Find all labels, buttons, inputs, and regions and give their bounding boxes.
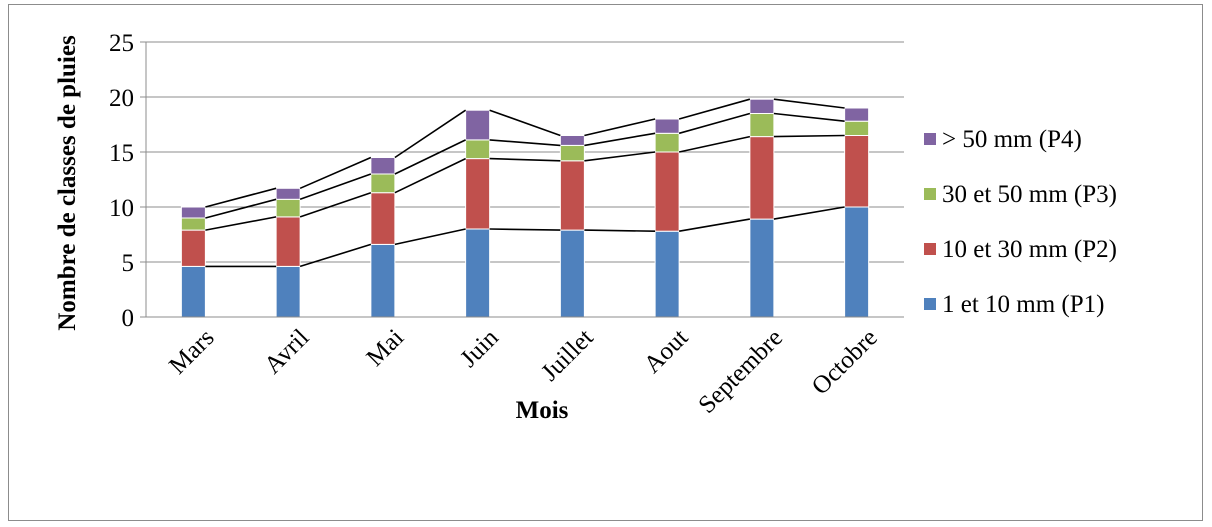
bar-avril-p1 — [275, 265, 301, 318]
x-tick-label-septembre: Septembre — [693, 324, 788, 419]
bar-octobre-p2 — [844, 135, 870, 208]
bar-juillet-p3 — [559, 144, 585, 162]
bar-mai-p3 — [370, 173, 396, 194]
x-tick-label-avril: Avril — [259, 324, 314, 379]
series-line-p2 — [205, 134, 845, 231]
bar-mars-p2 — [180, 229, 206, 267]
bar-aout-p4 — [654, 118, 680, 134]
legend: > 50 mm (P4) 30 et 50 mm (P3) 10 et 30 mm … — [924, 126, 1117, 318]
bar-juillet-p4 — [559, 135, 585, 146]
bar-septembre-p2 — [749, 136, 775, 220]
bar-septembre-p1 — [749, 218, 775, 318]
bar-aout-p3 — [654, 132, 680, 153]
legend-swatch-2 — [924, 188, 936, 200]
bar-juin-p1 — [465, 228, 491, 318]
legend-label-1: > 50 mm (P4) — [942, 126, 1082, 153]
bar-mars-p1 — [180, 265, 206, 318]
x-tick-label-mars: Mars — [164, 324, 219, 379]
legend-swatch-3 — [924, 243, 936, 255]
y-tick-label-5: 5 — [122, 250, 135, 277]
bar-octobre-p1 — [844, 206, 870, 318]
y-tick-label-10: 10 — [109, 195, 134, 222]
bar-avril-p3 — [275, 198, 301, 218]
bar-septembre-p4 — [749, 98, 775, 114]
bar-juillet-p1 — [559, 229, 585, 318]
axes — [140, 41, 904, 318]
bar-mars-p3 — [180, 217, 206, 231]
bar-octobre-p4 — [844, 107, 870, 122]
bar-juin-p3 — [465, 139, 491, 160]
legend-label-2: 30 et 50 mm (P3) — [942, 181, 1117, 208]
y-tick-label-15: 15 — [109, 140, 134, 167]
legend-label-4: 1 et 10 mm (P1) — [942, 291, 1105, 318]
x-tick-label-octobre: Octobre — [807, 324, 883, 400]
bar-juin-p4 — [465, 109, 491, 141]
y-tick-label-25: 25 — [109, 30, 134, 57]
y-tick-label-20: 20 — [109, 85, 134, 112]
y-axis-label: Nombre de classes de pluies — [54, 35, 81, 331]
gridlines — [146, 41, 904, 263]
x-tick-label-mai: Mai — [362, 324, 410, 372]
series-lines — [205, 98, 845, 268]
y-tick-label-0: 0 — [122, 305, 135, 332]
stacked-bar-chart: Mars Avril Mai Juin Juillet Aout Septembre Octo… — [54, 30, 1117, 424]
x-axis-label: Mois — [516, 397, 569, 424]
bar-aout-p2 — [654, 151, 680, 232]
bar-mars-p4 — [180, 206, 206, 219]
y-tick-labels: 0 5 10 15 20 25 — [109, 30, 134, 332]
series-line-p3 — [205, 112, 845, 219]
bar-mai-p2 — [370, 192, 396, 245]
legend-swatch-4 — [924, 298, 936, 310]
series-line-p4 — [205, 98, 845, 208]
bar-avril-p2 — [275, 216, 301, 267]
series-line-p1 — [205, 206, 845, 268]
legend-label-3: 10 et 30 mm (P2) — [942, 236, 1117, 263]
x-tick-label-juillet: Juillet — [536, 324, 598, 386]
bar-mai-p1 — [370, 243, 396, 318]
bar-septembre-p3 — [749, 113, 775, 138]
bar-aout-p1 — [654, 230, 680, 318]
bar-avril-p4 — [275, 187, 301, 200]
bar-octobre-p3 — [844, 120, 870, 136]
bar-mai-p4 — [370, 157, 396, 175]
legend-swatch-1 — [924, 133, 936, 145]
chart-frame: Mars Avril Mai Juin Juillet Aout Septembre Octo… — [8, 4, 1203, 521]
bar-juillet-p2 — [559, 160, 585, 231]
bars — [180, 98, 870, 318]
x-tick-label-juin: Juin — [455, 324, 504, 373]
bar-juin-p2 — [465, 158, 491, 230]
x-tick-label-aout: Aout — [639, 324, 693, 378]
